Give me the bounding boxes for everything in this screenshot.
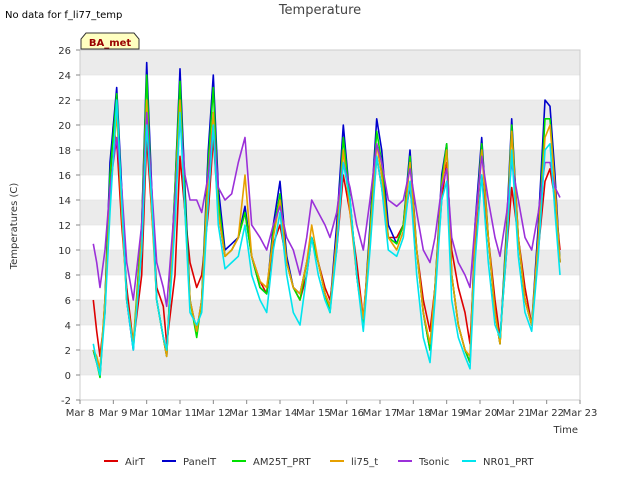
y-tick-label: 18: [58, 146, 71, 157]
badge-label: BA_met: [89, 38, 132, 49]
x-tick-label: Mar 23: [563, 408, 598, 419]
y-tick-label: 0: [65, 371, 71, 382]
grid-band: [80, 350, 580, 375]
grid-band: [80, 375, 580, 400]
y-tick-label: 12: [58, 221, 71, 232]
x-tick-label: Mar 8: [66, 408, 94, 419]
x-tick-label: Mar 14: [263, 408, 298, 419]
grid-band: [80, 100, 580, 125]
legend-label-tsonic: Tsonic: [418, 457, 449, 468]
x-tick-label: Mar 15: [296, 408, 331, 419]
y-tick-label: 16: [58, 171, 71, 182]
y-tick-label: 20: [58, 121, 71, 132]
x-tick-label: Mar 21: [496, 408, 531, 419]
legend-label-panelt: PanelT: [183, 457, 217, 468]
legend-label-li75-t: li75_t: [351, 457, 378, 468]
x-tick-label: Mar 16: [329, 408, 364, 419]
y-tick-label: 6: [65, 296, 71, 307]
x-tick-label: Mar 20: [463, 408, 498, 419]
legend-label-nr01-prt: NR01_PRT: [483, 457, 534, 468]
legend: AirT PanelT AM25T_PRT li75_t Tsonic NR01_PRT: [104, 457, 534, 468]
x-tick-label: Mar 10: [129, 408, 164, 419]
x-tick-label: Mar 17: [363, 408, 398, 419]
grid-band: [80, 50, 580, 75]
grid-band: [80, 150, 580, 175]
y-tick-label: -2: [61, 396, 71, 407]
y-tick-label: 8: [65, 271, 71, 282]
y-tick-label: 26: [58, 46, 71, 57]
grid-band: [80, 125, 580, 150]
y-tick-label: 14: [58, 196, 71, 207]
y-axis-label: Temperatures (C): [9, 183, 20, 271]
ba-met-badge: BA_met: [80, 32, 140, 50]
x-tick-label: Mar 11: [163, 408, 198, 419]
y-tick-label: 4: [65, 321, 71, 332]
x-tick-label: Mar 13: [229, 408, 264, 419]
grid-band: [80, 200, 580, 225]
y-tick-label: 24: [58, 71, 71, 82]
no-data-note: No data for f_li77_temp: [5, 10, 122, 21]
x-tick-label: Mar 22: [529, 408, 564, 419]
legend-label-airt: AirT: [125, 457, 146, 468]
grid-band: [80, 325, 580, 350]
badge-shape: [80, 32, 140, 50]
x-tick-label: Mar 19: [429, 408, 464, 419]
y-tick-label: 2: [65, 346, 71, 357]
x-tick-label: Mar 18: [396, 408, 431, 419]
x-tick-label: Mar 12: [196, 408, 231, 419]
grid-band: [80, 75, 580, 100]
legend-label-am25t-prt: AM25T_PRT: [253, 457, 312, 468]
grid-band: [80, 175, 580, 200]
x-tick-label: Mar 9: [99, 408, 127, 419]
x-axis-label: Time: [553, 425, 578, 436]
series-line-tsonic: [92, 111, 561, 308]
grid-band: [80, 250, 580, 275]
series-line-nr01-prt: [92, 99, 561, 376]
series-lines: [92, 61, 561, 379]
chart-title: Temperature: [278, 3, 361, 18]
y-tick-label: 10: [58, 246, 71, 257]
y-tick-label: 22: [58, 96, 71, 107]
